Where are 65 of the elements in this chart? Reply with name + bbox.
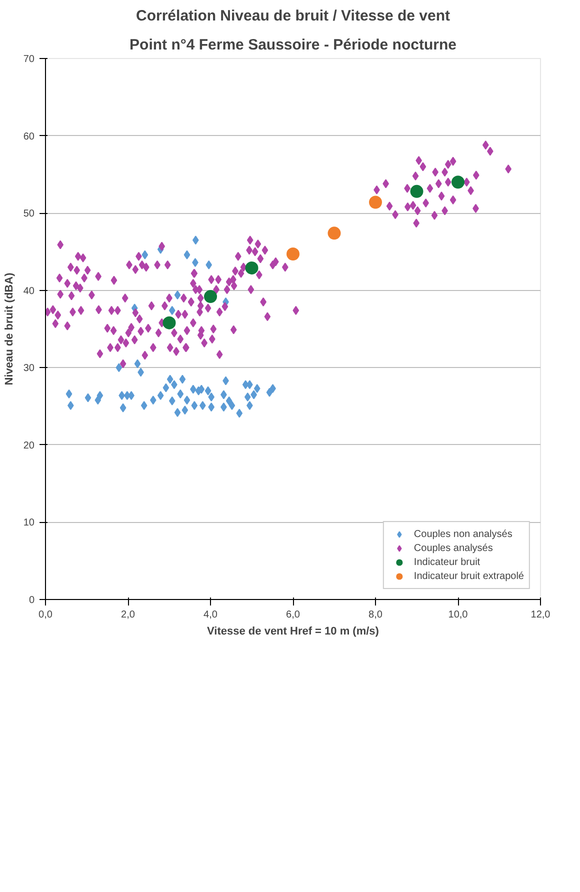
point xyxy=(184,396,190,405)
point xyxy=(140,401,148,410)
point xyxy=(266,388,273,397)
point xyxy=(226,396,232,406)
y-tick-label: 30 xyxy=(23,363,35,374)
point xyxy=(174,408,181,417)
point xyxy=(369,196,382,209)
point xyxy=(168,396,176,406)
point xyxy=(328,226,341,240)
point xyxy=(286,248,300,261)
x-tick-label: 8,0 xyxy=(368,610,383,620)
x-tick-label: 12,0 xyxy=(530,610,551,620)
point xyxy=(116,363,122,372)
point xyxy=(134,359,141,368)
chart-subtitle: Point n°4 Ferme Saussoire - Période nocturne xyxy=(130,36,456,54)
point xyxy=(157,390,164,400)
y-tick-label: 50 xyxy=(23,208,35,220)
point xyxy=(228,401,236,410)
point xyxy=(66,389,72,398)
point xyxy=(191,401,198,410)
point xyxy=(410,184,424,198)
point xyxy=(242,380,249,390)
y-tick-label: 0 xyxy=(28,595,35,606)
point xyxy=(254,384,260,394)
y-tick-label: 70 xyxy=(23,54,35,65)
point xyxy=(244,392,251,402)
point xyxy=(142,250,148,260)
legend-label: Couples non analysés xyxy=(414,528,512,541)
point xyxy=(204,290,217,304)
point xyxy=(204,386,212,396)
point xyxy=(179,374,186,384)
legend-label: Indicateur bruit xyxy=(414,556,480,569)
point xyxy=(94,396,102,405)
point xyxy=(174,290,181,300)
x-tick-label: 4,0 xyxy=(204,610,218,620)
y-tick-label: 10 xyxy=(23,518,35,529)
y-axis-title: Niveau de bruit (dBA) xyxy=(3,272,16,386)
chart-title: Corrélation Niveau de bruit / Vitesse de vent xyxy=(136,8,450,24)
point xyxy=(182,406,188,415)
point xyxy=(67,401,74,410)
x-tick-label: 6,0 xyxy=(286,610,300,620)
point xyxy=(452,176,464,189)
x-tick-label: 2,0 xyxy=(121,610,136,620)
point xyxy=(84,393,92,402)
point xyxy=(166,374,174,384)
point xyxy=(236,408,243,418)
point xyxy=(245,261,258,274)
y-tick-label: 40 xyxy=(23,286,35,297)
legend-label: Couples analysés xyxy=(414,542,493,555)
point xyxy=(184,250,190,260)
x-axis-title: Vitesse de vent Href = 10 m (m/s) xyxy=(207,626,380,638)
y-tick-label: 60 xyxy=(23,131,35,142)
y-tick-label: 20 xyxy=(23,440,35,452)
point xyxy=(168,306,176,315)
point xyxy=(206,260,212,270)
point xyxy=(150,396,156,405)
x-tick-label: 0,0 xyxy=(38,610,53,620)
point xyxy=(199,401,206,410)
x-tick-label: 10,0 xyxy=(448,610,468,620)
point xyxy=(177,389,184,398)
legend-label: Indicateur bruit extrapolé xyxy=(414,570,524,583)
point xyxy=(162,383,170,392)
point xyxy=(192,236,199,245)
point xyxy=(120,403,126,412)
point xyxy=(162,316,176,330)
